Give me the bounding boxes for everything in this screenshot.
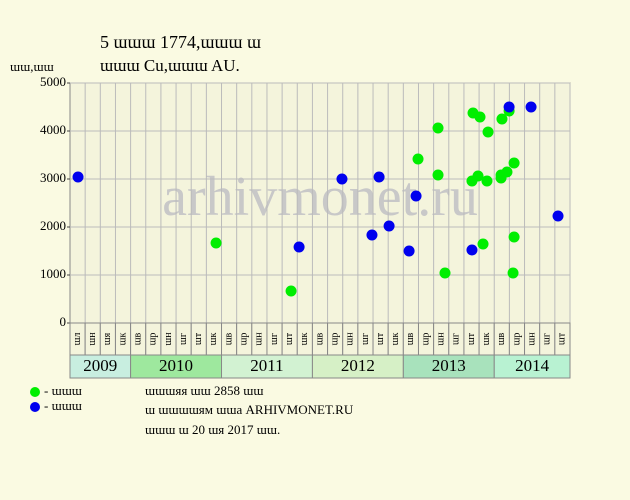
x-tick-label: ɯв xyxy=(496,332,507,345)
legend-label: - ɯɯɯ xyxy=(44,383,82,398)
x-tick-label: ɯр xyxy=(420,333,431,346)
year-label: 2014 xyxy=(515,356,550,375)
point xyxy=(383,220,395,232)
x-tick-label: ɯг xyxy=(451,333,462,345)
point xyxy=(410,190,422,202)
point xyxy=(508,231,520,243)
legend-marker xyxy=(30,402,40,412)
x-tick-label: ɯт xyxy=(466,332,477,345)
x-tick-label: ɯр xyxy=(329,333,340,346)
y-tick-label: 2000 xyxy=(40,218,66,233)
x-tick-label: ɯг xyxy=(269,333,280,345)
y-tick-label: 5000 xyxy=(40,74,66,89)
point xyxy=(285,285,297,297)
x-tick-label: ɯя xyxy=(102,332,113,345)
plot-area xyxy=(69,82,571,324)
point xyxy=(373,171,385,183)
y-tick-label: 3000 xyxy=(40,170,66,185)
point xyxy=(412,153,424,165)
point xyxy=(293,241,305,253)
x-tick-label: ɯк xyxy=(299,333,310,346)
year-label: 2009 xyxy=(83,356,117,375)
point xyxy=(503,101,515,113)
chart-title: 5 ɯɯɯ 1774,ɯɯɯ ɯ xyxy=(100,32,261,52)
x-tick-label: ɯк xyxy=(390,333,401,346)
x-tick-label: ɯл xyxy=(72,333,83,346)
point xyxy=(403,245,415,257)
x-tick-label: ɯн xyxy=(345,332,356,346)
y-tick-label: 0 xyxy=(60,314,67,329)
point xyxy=(432,122,444,134)
note: ɯɯɯ ɯ 20 ɯя 2017 ɯɯ. xyxy=(145,422,280,437)
point xyxy=(481,175,493,187)
x-tick-label: ɯр xyxy=(511,333,522,346)
y-tick-label: 4000 xyxy=(40,122,66,137)
point xyxy=(336,173,348,185)
x-tick-label: ɯн xyxy=(87,332,98,346)
x-tick-label: ɯт xyxy=(284,332,295,345)
year-band xyxy=(493,354,571,379)
year-label: 2011 xyxy=(250,356,283,375)
y-axis-label: ɯɯ,ɯɯ xyxy=(10,59,54,74)
x-tick-label: ɯг xyxy=(360,333,371,345)
x-tick-label: ɯг xyxy=(542,333,553,345)
x-tick-label: ɯг xyxy=(178,333,189,345)
year-label: 2010 xyxy=(159,356,193,375)
x-tick-label: ɯв xyxy=(223,332,234,345)
x-tick-label: ɯк xyxy=(208,333,219,346)
x-tick-label: ɯн xyxy=(436,332,447,346)
x-tick-label: ɯт xyxy=(193,332,204,345)
point xyxy=(525,101,537,113)
x-tick-label: ɯв xyxy=(405,332,416,345)
point xyxy=(72,171,84,183)
watermark: arhivmonet.ru xyxy=(162,166,478,228)
point xyxy=(466,244,478,256)
point xyxy=(472,170,484,182)
legend-label: - ɯɯɯ xyxy=(44,398,82,413)
x-tick-label: ɯр xyxy=(239,333,250,346)
point xyxy=(477,238,489,250)
legend-marker xyxy=(30,387,40,397)
point xyxy=(507,267,519,279)
chart-subtitle: ɯɯɯ Cu,ɯɯɯ AU. xyxy=(100,56,240,75)
point xyxy=(210,237,222,249)
x-tick-label: ɯв xyxy=(132,332,143,345)
point xyxy=(508,157,520,169)
x-tick-label: ɯт xyxy=(375,332,386,345)
point xyxy=(366,229,378,241)
x-tick-label: ɯр xyxy=(148,333,159,346)
x-tick-label: ɯк xyxy=(481,333,492,346)
y-tick-label: 1000 xyxy=(40,266,66,281)
point xyxy=(501,166,513,178)
point xyxy=(432,169,444,181)
x-tick-label: ɯт xyxy=(557,332,568,345)
point xyxy=(552,210,564,222)
x-tick-label: ɯв xyxy=(314,332,325,345)
year-label: 2013 xyxy=(432,356,466,375)
x-tick-label: ɯк xyxy=(117,333,128,346)
point xyxy=(474,111,486,123)
x-tick-label: ɯн xyxy=(163,332,174,346)
point xyxy=(439,267,451,279)
point xyxy=(482,126,494,138)
year-label: 2012 xyxy=(341,356,375,375)
note: ɯ ɯɯɯɯям ɯɯа ARHIVMONET.RU xyxy=(145,402,354,417)
point xyxy=(496,113,508,125)
x-tick-label: ɯн xyxy=(254,332,265,346)
note: ɯɯɯяя ɯɯ 2858 ɯɯ xyxy=(145,383,264,398)
x-tick-label: ɯн xyxy=(526,332,537,346)
